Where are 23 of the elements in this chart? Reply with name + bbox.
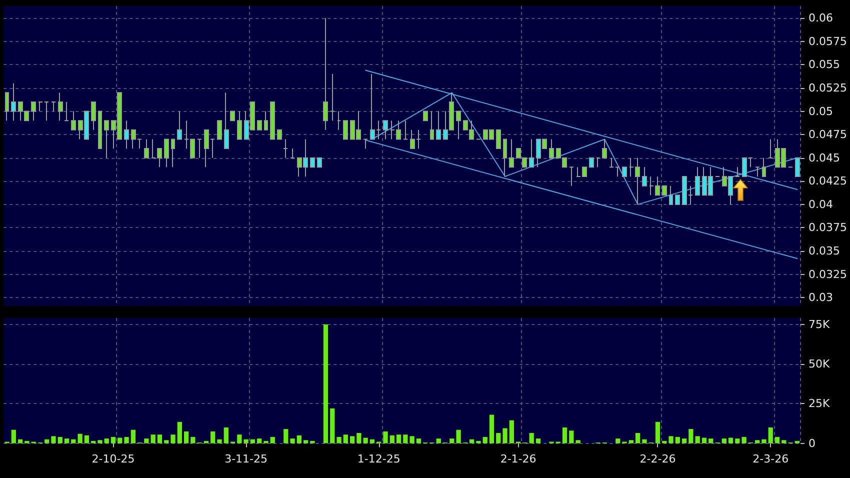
y-tick-label: 50K: [808, 357, 830, 370]
x-tick-label: 2-10-25: [92, 452, 135, 466]
y-tick-label: 0.04: [808, 198, 833, 211]
y-tick-label: 0.0525: [808, 81, 847, 94]
y-tick-label: 0.0475: [808, 128, 847, 142]
x-tick-label: 3-11-25: [224, 452, 268, 466]
y-tick-label: 0.03: [808, 291, 833, 304]
y-tick-label: 0.0325: [808, 268, 847, 281]
y-tick-label: 0.0375: [808, 221, 847, 234]
y-tick-label: 0.035: [808, 244, 840, 258]
y-tick-label: 25K: [808, 397, 830, 410]
x-tick-label: 1-12-25: [357, 452, 400, 466]
x-tick-label: 2-1-26: [500, 452, 536, 466]
y-tick-label: 0: [808, 436, 816, 450]
y-tick-label: 0.05: [808, 104, 833, 118]
y-tick-label: 0.055: [808, 58, 840, 72]
x-tick-label: 2-3-26: [752, 452, 789, 466]
y-tick-label: 0.0425: [808, 174, 847, 188]
x-tick-label: 2-2-26: [640, 452, 676, 466]
y-tick-label: 0.06: [808, 12, 833, 25]
y-tick-label: 0.0575: [808, 34, 847, 48]
y-tick-label: 75K: [808, 318, 830, 331]
y-tick-label: 0.045: [808, 151, 840, 164]
